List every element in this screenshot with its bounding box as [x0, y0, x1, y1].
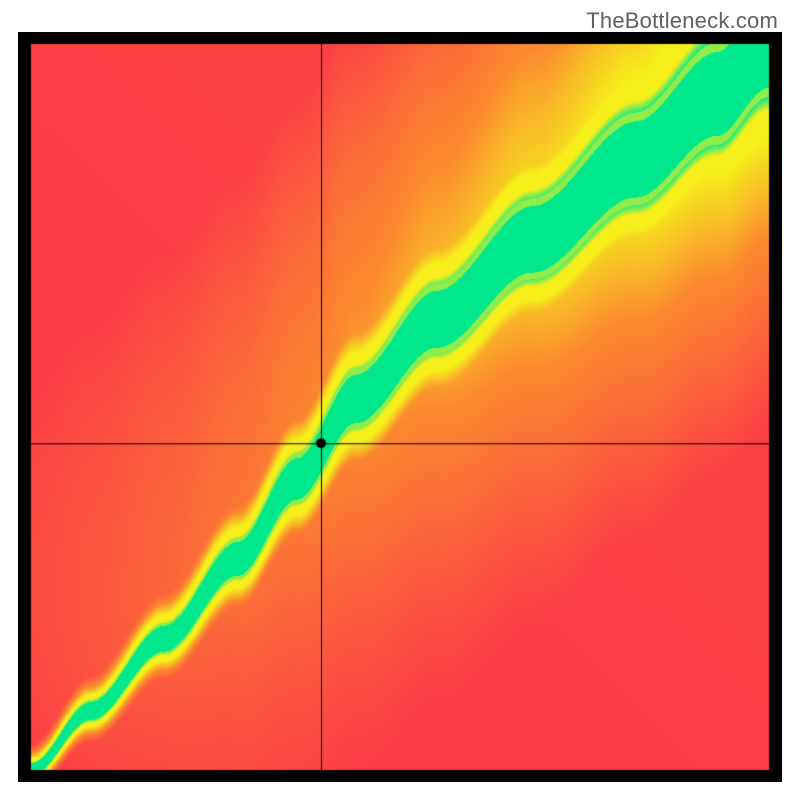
- heatmap-canvas: [18, 32, 782, 782]
- watermark-text: TheBottleneck.com: [586, 8, 778, 34]
- chart-frame: [18, 32, 782, 782]
